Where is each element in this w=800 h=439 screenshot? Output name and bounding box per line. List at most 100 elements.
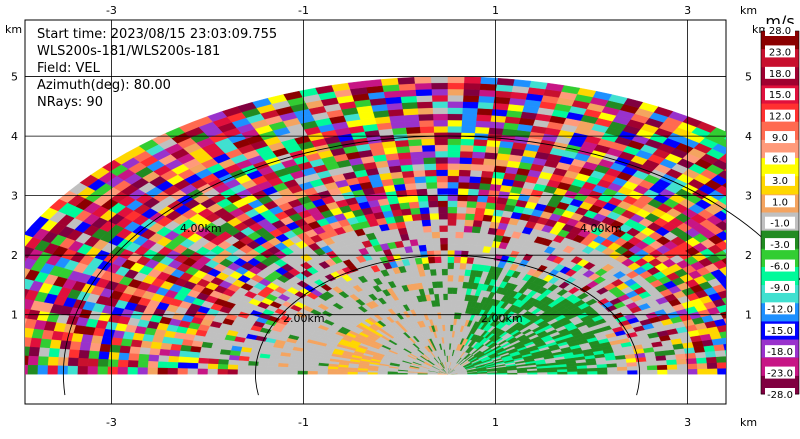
range-gate — [408, 139, 422, 146]
range-gate — [460, 257, 467, 264]
range-gate — [409, 145, 423, 152]
range-gate — [400, 165, 413, 172]
range-gate — [729, 329, 741, 337]
range-gate — [724, 165, 742, 176]
range-gate — [438, 213, 447, 219]
range-gate — [68, 358, 79, 366]
range-gate — [728, 202, 745, 212]
range-gate — [466, 201, 476, 208]
range-gate — [647, 370, 657, 375]
range-gate — [218, 359, 229, 364]
range-gate — [742, 266, 757, 276]
range-gate — [404, 114, 419, 121]
range-gate — [278, 367, 288, 371]
range-gate — [238, 365, 248, 370]
y-tick-label-left: 3 — [11, 190, 18, 203]
range-gate — [432, 95, 448, 101]
range-gate — [148, 361, 159, 368]
info-azimuth: Azimuth(deg): 80.00 — [37, 78, 171, 93]
range-gate — [200, 347, 211, 353]
range-gate — [0, 294, 5, 305]
range-gate — [436, 275, 442, 281]
range-gate — [89, 343, 100, 351]
range-gate — [452, 287, 457, 293]
range-gate — [472, 226, 481, 233]
range-gate — [567, 371, 577, 374]
range-gate — [298, 368, 308, 371]
range-gate — [98, 352, 109, 360]
range-gate — [128, 353, 139, 360]
range-gate — [657, 365, 667, 370]
range-gate — [473, 220, 483, 227]
range-gate — [98, 359, 109, 367]
range-gate — [415, 89, 431, 96]
range-gate — [442, 275, 448, 281]
y-tick-label-left: 5 — [11, 71, 18, 84]
range-gate — [676, 359, 687, 365]
range-gate — [746, 215, 762, 226]
range-gate — [257, 370, 267, 374]
range-gate — [248, 361, 259, 366]
range-gate — [131, 340, 143, 348]
range-gate — [69, 341, 81, 350]
range-gate — [437, 281, 443, 287]
range-gate — [217, 369, 227, 374]
colorbar-tick-label: -28.0 — [767, 390, 793, 401]
range-gate — [0, 325, 4, 336]
range-gate — [434, 132, 448, 138]
info-field: Field: VEL — [37, 61, 101, 76]
range-gate — [729, 253, 744, 263]
range-gate — [476, 202, 487, 209]
range-gate — [394, 184, 406, 191]
range-gate — [411, 214, 421, 221]
range-gate — [435, 151, 448, 157]
range-gate — [462, 114, 477, 121]
range-gate — [687, 369, 697, 374]
range-gate — [460, 151, 473, 158]
range-gate — [268, 366, 278, 370]
range-gate — [397, 196, 408, 203]
range-gate — [479, 183, 491, 190]
colorbar-tick-label: -9.0 — [770, 283, 790, 294]
y-tick-label-right: 1 — [745, 309, 752, 322]
range-gate — [448, 343, 450, 349]
range-gate — [198, 358, 209, 364]
range-gate — [37, 365, 47, 374]
range-gate — [238, 361, 249, 366]
range-gate — [418, 108, 433, 115]
range-gate — [435, 145, 448, 151]
range-gate — [78, 350, 89, 358]
range-gate — [460, 145, 473, 152]
range-gate — [448, 170, 460, 176]
range-gate — [448, 188, 458, 194]
range-gate — [288, 364, 298, 368]
range-gate — [434, 126, 448, 132]
range-gate — [67, 366, 77, 374]
range-gate — [461, 126, 475, 133]
range-gate — [473, 145, 487, 152]
range-gate — [50, 340, 62, 349]
range-gate — [477, 108, 493, 115]
range-gate — [435, 263, 442, 269]
x-tick-label-top: -3 — [106, 4, 117, 17]
range-gate — [471, 232, 480, 239]
range-gate — [715, 350, 726, 357]
range-gate — [745, 347, 756, 354]
range-gate — [396, 146, 410, 153]
range-gate — [448, 294, 453, 300]
range-gate — [421, 139, 435, 146]
range-gate — [468, 189, 479, 196]
range-gate — [219, 354, 230, 360]
range-gate — [399, 90, 416, 97]
range-gate — [208, 359, 219, 365]
range-gate — [0, 345, 10, 355]
range-gate — [436, 269, 442, 275]
range-gate — [421, 220, 430, 227]
range-gate — [426, 182, 437, 189]
range-gate — [448, 213, 457, 219]
range-gate — [328, 369, 338, 372]
range-gate — [725, 191, 742, 202]
range-gate — [431, 225, 440, 231]
range-gate — [448, 306, 452, 312]
range-gate — [403, 177, 415, 184]
